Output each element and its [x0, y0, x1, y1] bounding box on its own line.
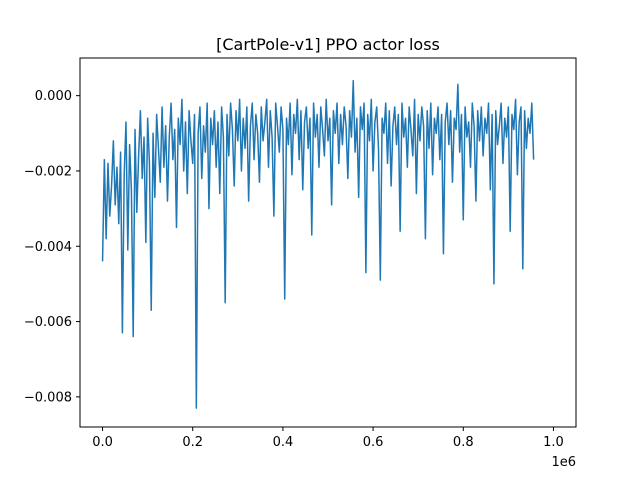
chart-title: [CartPole-v1] PPO actor loss: [216, 35, 440, 54]
x-scale-offset-label: 1e6: [551, 455, 576, 470]
x-tick-label: 0.0: [92, 435, 113, 450]
x-tick-label: 0.4: [273, 435, 294, 450]
x-tick-label: 0.2: [182, 435, 203, 450]
x-tick-label: 0.8: [453, 435, 474, 450]
y-tick-label: −0.008: [24, 390, 72, 405]
y-tick-label: −0.006: [24, 315, 72, 330]
axes-frame: [79, 57, 577, 428]
y-axis: 0.000 −0.002 −0.004 −0.006 −0.008: [24, 89, 80, 405]
x-axis: 0.0 0.2 0.4 0.6 0.8 1.0: [92, 427, 564, 450]
y-tick-label: −0.002: [24, 164, 72, 179]
plot-area: [101, 79, 535, 409]
series-line-0: [101, 79, 535, 409]
x-tick-label: 0.6: [363, 435, 384, 450]
y-tick-label: −0.004: [24, 240, 72, 255]
x-tick-label: 1.0: [543, 435, 564, 450]
y-tick-label: 0.000: [35, 89, 72, 104]
